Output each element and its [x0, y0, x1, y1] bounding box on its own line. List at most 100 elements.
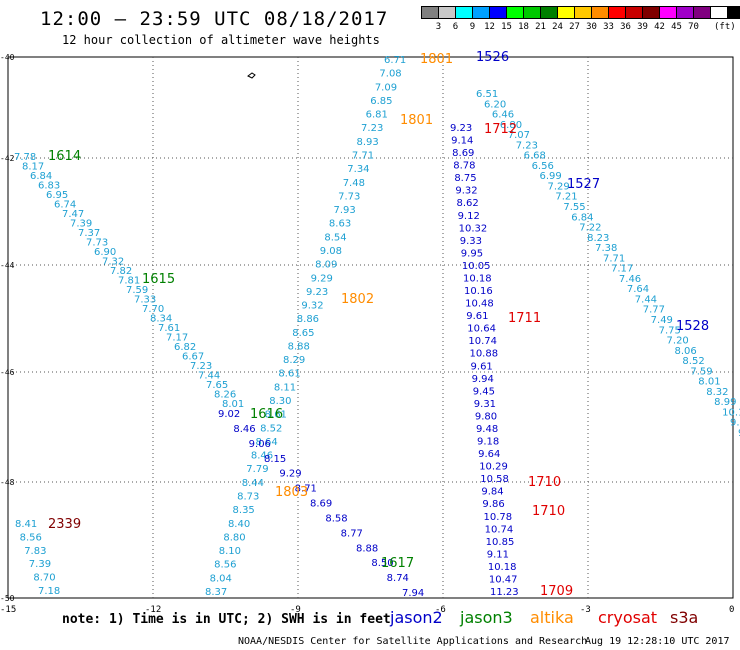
time-label: 1801: [400, 113, 433, 128]
wave-height-label: 9.64: [478, 449, 500, 460]
wave-height-label: 9.32: [455, 186, 477, 197]
wave-height-label: 7.39: [29, 559, 51, 570]
legend-item-cryosat: cryosat: [598, 608, 658, 627]
wave-height-label: 6.68: [524, 151, 546, 162]
wave-height-label: 8.46: [251, 451, 273, 462]
wave-height-label: 8.37: [205, 587, 227, 598]
wave-height-label: 8.61: [278, 369, 300, 380]
wave-height-label: 7.08: [379, 69, 401, 80]
y-tick-label: -50: [0, 594, 15, 603]
wave-height-label: 9.14: [451, 136, 473, 147]
wave-height-label: 8.69: [452, 148, 474, 159]
wave-height-label: 7.55: [563, 202, 585, 213]
wave-height-label: 7.79: [246, 464, 268, 475]
wave-height-label: 9.02: [218, 409, 240, 420]
wave-height-label: 7.22: [579, 223, 601, 234]
wave-height-label: 7.81: [118, 276, 140, 287]
wave-height-label: 8.88: [288, 341, 310, 352]
wave-height-label: 9.86: [482, 499, 504, 510]
wave-height-label: 9.80: [475, 411, 497, 422]
wave-height-label: 7.73: [338, 191, 360, 202]
time-label: 1527: [567, 177, 600, 192]
wave-height-label: 8.26: [214, 390, 236, 401]
wave-height-label: 9.30: [738, 428, 740, 439]
wave-height-label: 9.33: [460, 236, 482, 247]
colorbar-label: 70: [688, 22, 699, 32]
wave-height-label: 7.33: [134, 295, 156, 306]
wave-height-label: 7.73: [86, 238, 108, 249]
legend-item-altika: altika: [530, 608, 574, 627]
wave-height-label: 8.74: [387, 573, 409, 584]
island-shape: [247, 72, 256, 79]
wave-height-label: 6.74: [54, 200, 76, 211]
x-tick-label: 0: [729, 605, 734, 615]
page-title: 12:00 – 23:59 UTC 08/18/2017: [40, 8, 389, 30]
time-label: 1617: [381, 556, 414, 571]
wave-height-label: 9.45: [473, 386, 495, 397]
wave-height-label: 8.62: [456, 198, 478, 209]
wave-height-label: 7.75: [659, 325, 681, 336]
wave-height-label: 10.74: [485, 524, 514, 535]
wave-height-label: 8.56: [20, 532, 42, 543]
wave-height-label: 7.59: [126, 285, 148, 296]
page-subtitle: 12 hour collection of altimeter wave hei…: [62, 33, 380, 47]
wave-height-label: 8.10: [219, 546, 241, 557]
wave-height-label: 8.69: [310, 499, 332, 510]
wave-height-label: 7.23: [516, 140, 538, 151]
wave-height-label: 9.06: [249, 439, 271, 450]
x-tick-label: -3: [580, 605, 591, 615]
wave-height-label: 8.44: [242, 478, 264, 489]
colorbar-label: 39: [637, 22, 648, 32]
colorbar-label: 21: [535, 22, 546, 32]
colorbar-label: 3: [435, 22, 442, 32]
wave-height-label: 7.29: [547, 181, 569, 192]
wave-height-label: 8.34: [150, 314, 172, 325]
wave-height-label: 10.58: [480, 474, 509, 485]
colorbar-label: 18: [518, 22, 529, 32]
wave-height-label: 7.47: [62, 209, 84, 220]
wave-height-label: 8.09: [315, 260, 337, 271]
wave-height-label: 8.71: [295, 484, 317, 495]
wave-height-label: 7.18: [38, 586, 60, 597]
wave-height-label: 8.32: [706, 387, 728, 398]
wave-height-label: 7.17: [611, 264, 633, 275]
colorbar: [421, 6, 740, 19]
y-tick-label: -46: [0, 368, 15, 377]
wave-height-label: 7.34: [347, 164, 369, 175]
wave-height-label: 10.18: [463, 273, 492, 284]
wave-height-label: 6.67: [182, 352, 204, 363]
wave-height-label: 9.31: [474, 399, 496, 410]
wave-height-label: 8.35: [233, 505, 255, 516]
wave-height-label: 11.23: [490, 587, 519, 598]
wave-height-label: 8.23: [587, 233, 609, 244]
wave-height-label: 8.99: [714, 397, 736, 408]
wave-height-label: 8.30: [269, 396, 291, 407]
wave-height-label: 8.70: [33, 573, 55, 584]
time-label: 1615: [142, 272, 175, 287]
wave-height-label: 7.77: [643, 305, 665, 316]
colorbar-label: 15: [501, 22, 512, 32]
wave-height-label: 9.23: [450, 123, 472, 134]
x-tick-label: -12: [145, 605, 161, 615]
wave-height-label: 8.01: [698, 377, 720, 388]
time-label: 1802: [341, 292, 374, 307]
time-label: 1526: [476, 50, 509, 65]
wave-height-label: 8.73: [237, 492, 259, 503]
wave-height-label: 8.75: [454, 173, 476, 184]
wave-height-label: 6.82: [174, 342, 196, 353]
y-tick-label: -48: [0, 478, 15, 487]
colorbar-label: 9: [469, 22, 476, 32]
wave-height-label: 7.23: [190, 361, 212, 372]
wave-height-label: 10.05: [462, 261, 491, 272]
legend-item-s3a: s3a: [670, 608, 699, 627]
wave-height-label: 8.41: [15, 519, 37, 530]
wave-height-label: 7.20: [667, 336, 689, 347]
wave-height-label: 8.88: [356, 543, 378, 554]
time-label: 1614: [48, 149, 81, 164]
wave-height-label: 7.61: [158, 323, 180, 334]
wave-height-label: 8.17: [22, 162, 44, 173]
footer-note: note: 1) Time is in UTC; 2) SWH is in fe…: [62, 612, 391, 627]
wave-height-label: 10.32: [459, 223, 488, 234]
wave-height-label: 7.44: [198, 371, 220, 382]
